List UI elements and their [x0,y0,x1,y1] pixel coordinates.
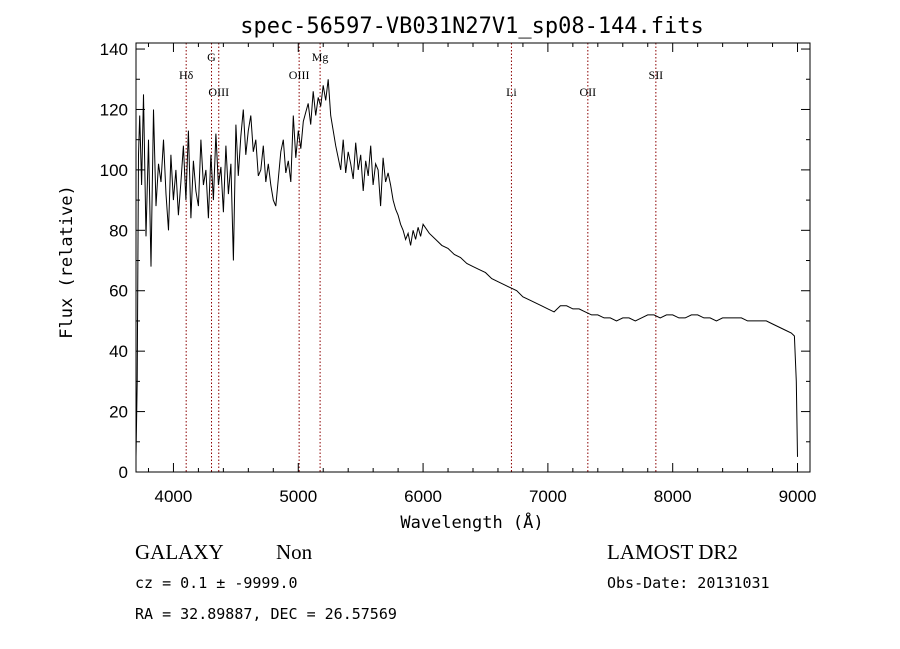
object-class: GALAXY [135,540,224,564]
y-tick-label: 120 [100,100,128,119]
x-tick-label: 9000 [779,487,817,506]
y-tick-label: 140 [100,40,128,59]
x-tick-label: 7000 [529,487,567,506]
spectral-line-label: OIII [289,68,310,82]
y-tick-label: 100 [100,161,128,180]
x-tick-label: 6000 [404,487,442,506]
spectral-line-label: G [207,50,216,64]
y-tick-label: 60 [109,282,128,301]
y-tick-label: 40 [109,342,128,361]
object-subclass: Non [276,540,313,564]
y-tick-label: 0 [119,463,128,482]
redshift-cz: cz = 0.1 ± -9999.0 [135,574,298,592]
spectral-line-label: SII [649,68,664,82]
y-axis-label: Flux (relative) [57,185,77,339]
y-tick-label: 20 [109,403,128,422]
y-tick-label: 80 [109,221,128,240]
spectrum-series-line [135,79,798,457]
x-tick-label: 4000 [155,487,193,506]
survey-name: LAMOST DR2 [607,540,738,564]
spectral-line-label: OII [579,85,596,99]
spectral-line-label: Hδ [179,68,194,82]
spectral-line-label: Mg [312,50,329,64]
chart-title: spec-56597-VB031N27V1_sp08-144.fits [240,14,704,39]
spectral-line-label: Li [506,85,517,99]
x-axis-label: Wavelength (Å) [400,511,543,533]
spectral-line-label: OIII [208,85,229,99]
x-tick-label: 8000 [654,487,692,506]
plot-area-frame [135,42,811,473]
observation-date: Obs-Date: 20131031 [607,574,770,592]
x-tick-label: 5000 [279,487,317,506]
x-axis: 4000 5000 6000 7000 8000 9000 [147,43,817,506]
ra-dec: RA = 32.89887, DEC = 26.57569 [135,605,397,623]
y-axis: 0 20 40 60 80 100 120 140 [100,40,810,482]
